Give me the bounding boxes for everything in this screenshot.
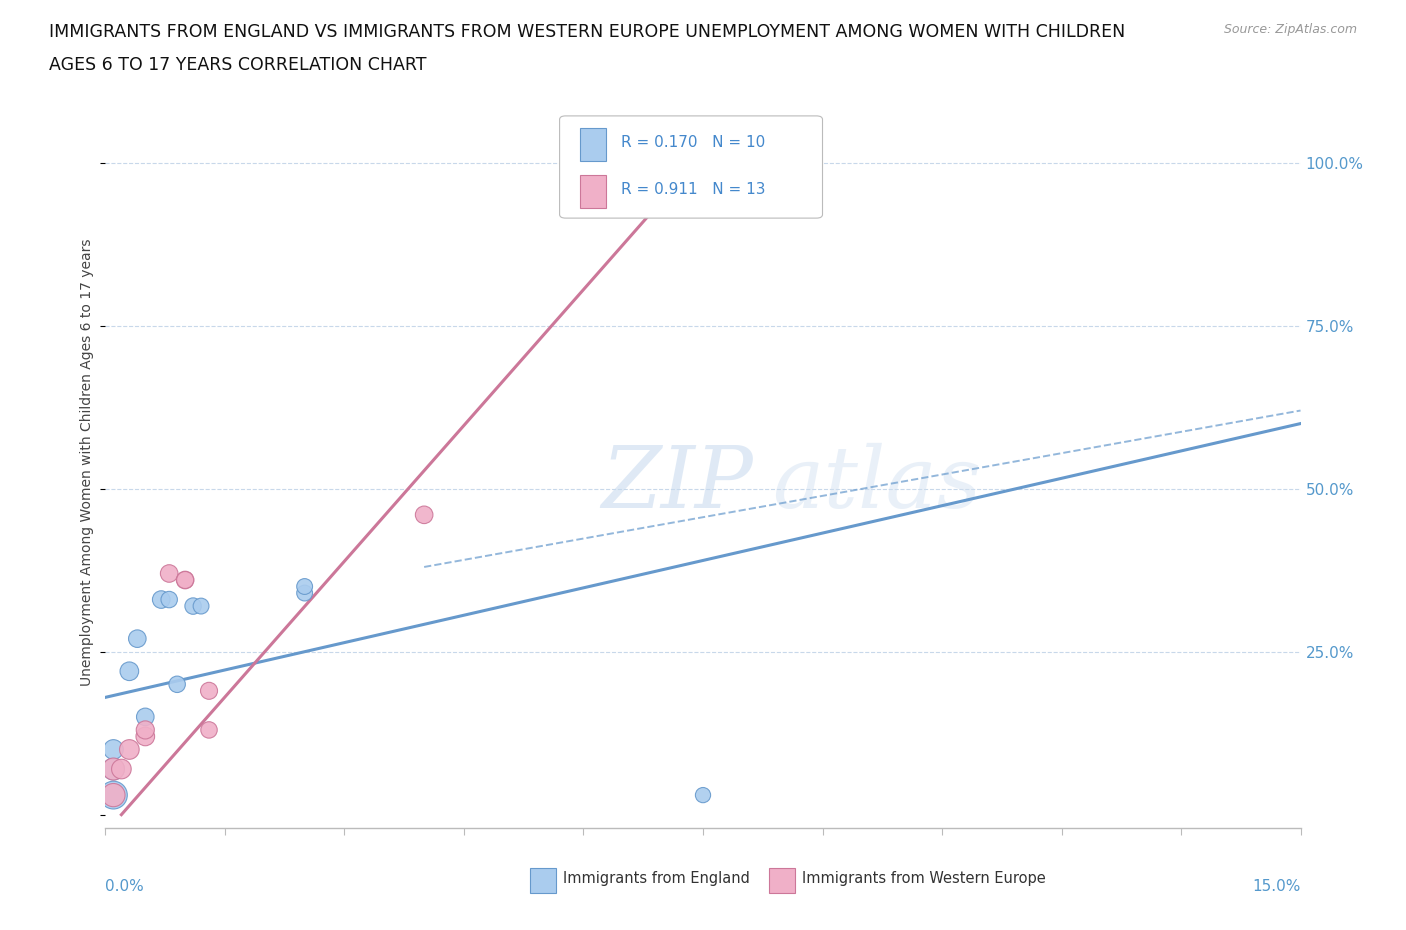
Point [198,684,221,698]
Point [150,592,173,607]
Text: R = 0.170   N = 10: R = 0.170 N = 10 [620,135,765,150]
Y-axis label: Unemployment Among Women with Children Ages 6 to 17 years: Unemployment Among Women with Children A… [80,239,94,686]
Text: 0.0%: 0.0% [105,879,145,894]
Bar [769,868,794,894]
Point [174,573,197,588]
Text: 15.0%: 15.0% [1253,879,1301,894]
Point [134,710,156,724]
Point [134,729,156,744]
Text: ZIP: ZIP [602,444,754,525]
Point [103,762,125,777]
Point [190,599,212,614]
Point [692,788,714,803]
Point [110,762,132,777]
Point [134,723,156,737]
Point [683,155,706,170]
Point [157,566,180,581]
Point [166,677,188,692]
Point [413,508,436,523]
Point [294,586,316,601]
Text: Source: ZipAtlas.com: Source: ZipAtlas.com [1223,23,1357,36]
Text: R = 0.911   N = 13: R = 0.911 N = 13 [620,182,765,197]
Bar [579,127,606,161]
Point [198,723,221,737]
Point [174,573,197,588]
Point [103,742,125,757]
Text: IMMIGRANTS FROM ENGLAND VS IMMIGRANTS FROM WESTERN EUROPE UNEMPLOYMENT AMONG WOM: IMMIGRANTS FROM ENGLAND VS IMMIGRANTS FR… [49,23,1125,41]
Bar [530,868,555,894]
Point [103,788,125,803]
Text: Immigrants from Western Europe: Immigrants from Western Europe [803,871,1046,886]
Text: Immigrants from England: Immigrants from England [564,871,749,886]
Point [127,631,149,646]
Point [103,788,125,803]
Bar [579,176,606,208]
Point [118,664,141,679]
Text: atlas: atlas [772,444,981,525]
Text: AGES 6 TO 17 YEARS CORRELATION CHART: AGES 6 TO 17 YEARS CORRELATION CHART [49,56,426,73]
Point [157,592,180,607]
Point [118,742,141,757]
Point [103,762,125,777]
Point [294,579,316,594]
FancyBboxPatch shape [560,116,823,219]
Point [181,599,204,614]
